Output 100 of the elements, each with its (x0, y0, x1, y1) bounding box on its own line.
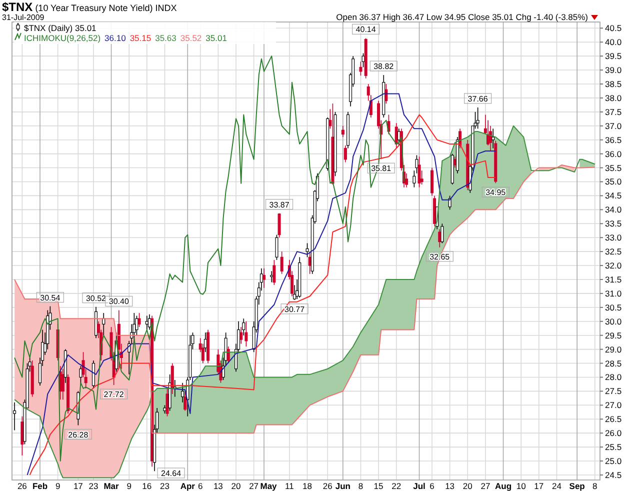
annotation: 38.82 (374, 62, 394, 72)
candlestick (181, 382, 184, 403)
candlestick (13, 402, 16, 431)
text: 35.52 (180, 33, 202, 43)
x-tick-label: Sep (569, 481, 585, 491)
x-tick-label: Mar (104, 481, 120, 491)
x-tick-label: 13 (213, 481, 224, 491)
x-tick-label: 11 (285, 481, 294, 491)
y-tick-label: 39.0 (605, 65, 622, 76)
candlestick (135, 315, 138, 336)
y-tick-label: 39.5 (605, 51, 622, 62)
candlestick (170, 362, 174, 394)
candlestick (415, 154, 418, 174)
y-tick-label: 30.5 (605, 302, 622, 312)
annotation: 24.64 (161, 469, 182, 478)
y-tick-label: 38.5 (605, 79, 622, 89)
candlestick (226, 346, 230, 364)
x-tick-label: 26 (17, 481, 28, 491)
y-tick-label: 35.5 (605, 162, 622, 173)
x-tick-label: 13 (445, 481, 455, 491)
chart-title: $TNX (10 Year Treasury Note Yield) INDX (2, 0, 177, 14)
y-tick-label: 33.0 (605, 232, 622, 243)
y-tick-label: 40.0 (605, 37, 622, 48)
x-tick-label: 15 (374, 481, 384, 491)
candlestick (242, 318, 246, 336)
y-tick-label: 37.0 (605, 120, 622, 131)
x-tick-label: 9 (55, 481, 60, 491)
x-tick-label: Aug (495, 481, 512, 491)
x-tick-label: 6 (198, 481, 203, 491)
candlestick (244, 320, 248, 347)
y-tick-label: 26.5 (605, 414, 622, 424)
x-tick-label: Feb (32, 481, 48, 491)
candlestick (166, 388, 169, 417)
candlestick (418, 156, 421, 188)
x-tick-label: 16 (142, 481, 152, 491)
candlestick (280, 251, 284, 274)
x-tick-label: 8 (592, 481, 598, 491)
candlestick (341, 125, 344, 138)
text: 35.01 (206, 33, 228, 43)
y-tick-label: 29.0 (605, 344, 622, 354)
candlestick (440, 223, 444, 244)
y-tick-label: 25.5 (605, 442, 622, 452)
text: 35.63 (155, 33, 177, 43)
y-tick-label: 35.0 (605, 176, 622, 187)
x-tick-label: 26 (322, 481, 333, 491)
y-tick-label: 38.0 (605, 92, 622, 103)
candlestick (278, 212, 281, 238)
annotation: 27.72 (104, 390, 124, 400)
candlestick (476, 107, 480, 130)
x-tick-label: 17 (73, 481, 84, 491)
x-tick-label: 17 (534, 481, 544, 491)
y-tick-label: 28.5 (605, 358, 622, 368)
y-tick-label: 40.5 (605, 23, 622, 34)
x-tick-label: 20 (231, 481, 241, 491)
chart-subtitle: 31-Jul-2009 (2, 13, 45, 22)
annotation: 32.65 (430, 252, 450, 262)
y-tick-label: 32.5 (605, 246, 622, 257)
candlestick (384, 84, 388, 104)
x-tick-label: May (260, 481, 278, 491)
candlestick (262, 268, 266, 288)
y-tick-label: 34.0 (605, 204, 622, 215)
y-tick-label: 33.5 (605, 218, 622, 229)
y-tick-label: 36.0 (605, 148, 622, 159)
candlestick (272, 260, 276, 286)
x-tick-label: Jul (413, 481, 426, 491)
candlestick (362, 52, 365, 68)
x-tick-label: 9 (126, 481, 132, 491)
annotation: 30.52 (86, 294, 107, 303)
annotation: 34.95 (486, 188, 506, 198)
candlestick (184, 390, 187, 412)
candlestick (275, 234, 278, 260)
candlestick (344, 145, 347, 163)
y-tick-label: 37.5 (605, 106, 622, 117)
y-tick-label: 30.0 (605, 316, 622, 326)
candlestick (102, 312, 106, 336)
y-tick-label: 31.5 (605, 274, 622, 284)
x-tick-label: 18 (302, 481, 312, 491)
candlestick (412, 170, 416, 188)
x-tick-label: Jun (335, 481, 350, 491)
x-tick-label: 24 (552, 481, 562, 491)
candlestick (145, 315, 148, 330)
annotation: 37.66 (468, 94, 488, 104)
x-tick-label: 10 (516, 481, 526, 491)
candlestick (430, 167, 434, 196)
y-tick-label: 31.0 (605, 288, 622, 298)
annotation: 30.77 (284, 304, 306, 314)
x-tick-label: 20 (462, 481, 473, 491)
x-tick-label: 22 (392, 481, 402, 491)
candlestick (240, 326, 243, 344)
candlestick (492, 128, 495, 149)
x-tick-label: 6 (430, 481, 435, 491)
x-tick-label: 27 (480, 481, 490, 491)
annotation: 40.14 (356, 25, 376, 34)
x-tick-label: 27 (249, 481, 259, 491)
text: Open 36.37 High 36.47 Low 34.95 Close 35.01 Chg -1.40 (-3.85%) (336, 12, 588, 22)
candlestick (92, 360, 95, 389)
x-tick-label: Apr (180, 481, 196, 491)
annotation: 30.40 (108, 297, 130, 306)
legend-title: ICHIMOKU(9,26,52) (24, 33, 101, 43)
y-tick-label: 26.0 (605, 428, 622, 438)
